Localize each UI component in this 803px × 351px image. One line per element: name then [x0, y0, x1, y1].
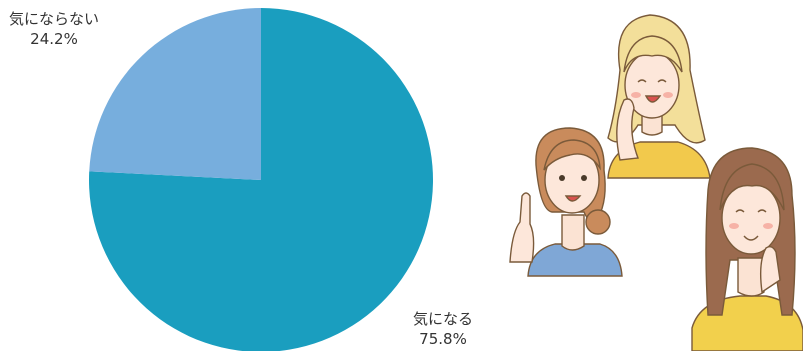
slice-label-kininaranai-name: 気にならない — [8, 10, 99, 28]
pie-slice-kininaru — [89, 8, 433, 351]
slice-label-kininaranai: 気にならない 24.2% — [4, 9, 104, 49]
long-hair-woman-figure — [691, 147, 803, 351]
pie-slice-kininaranai — [89, 8, 261, 180]
slice-label-kininaranai-value: 24.2% — [30, 30, 78, 48]
slice-label-kininaru-value: 75.8% — [419, 330, 467, 348]
blonde-woman-figure — [607, 14, 711, 179]
pie-slices — [89, 8, 433, 351]
bun-hair-woman-figure — [509, 127, 623, 277]
slice-label-kininaru: 気になる 75.8% — [388, 309, 498, 349]
three-women-illustration — [509, 14, 803, 351]
slice-label-kininaru-name: 気になる — [412, 310, 473, 328]
